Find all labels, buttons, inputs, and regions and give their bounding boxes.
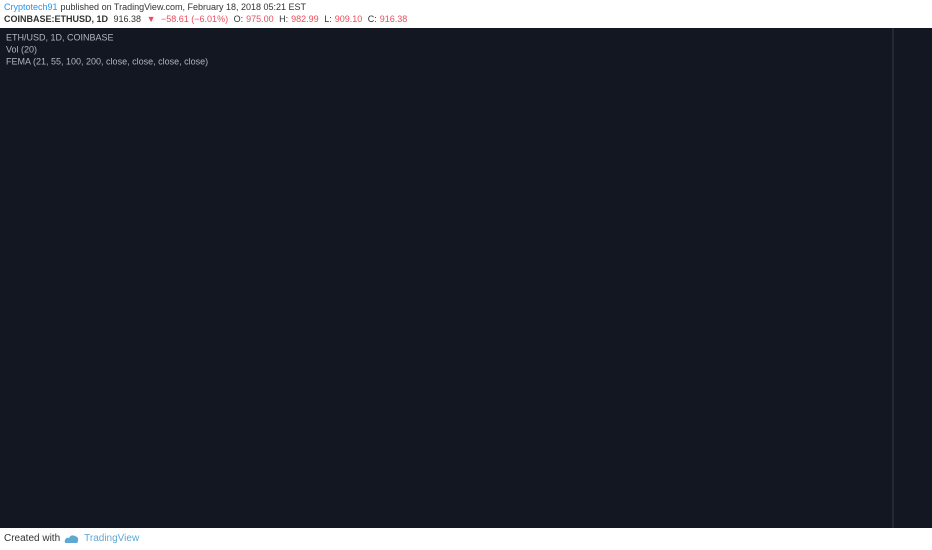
- chart-title: ETH/USD, 1D, COINBASE: [6, 32, 114, 42]
- low: 909.10: [334, 14, 363, 24]
- indicator-label: FEMA (21, 55, 100, 200, close, close, cl…: [6, 56, 208, 66]
- brand[interactable]: TradingView: [84, 533, 140, 544]
- indicator-label: Vol (20): [6, 44, 37, 54]
- header-line: Cryptotech91 published on TradingView.com…: [4, 2, 309, 12]
- label: L:: [324, 14, 332, 24]
- symbol: COINBASE:ETHUSD, 1D: [4, 14, 109, 24]
- logo: [64, 534, 79, 543]
- label: C:: [367, 14, 377, 24]
- footer: Created with TradingView: [4, 533, 139, 544]
- footer-text: Created with: [4, 533, 61, 544]
- open: 975.00: [246, 14, 274, 24]
- last-price: 916.38: [113, 14, 142, 24]
- label: O:: [233, 14, 244, 24]
- chart: ETH/USD, 1D, COINBASE Vol (20) FEMA (21,…: [0, 28, 932, 528]
- author[interactable]: Cryptotech91: [4, 2, 58, 12]
- label: H:: [279, 14, 289, 24]
- chart-background: [0, 28, 932, 528]
- close: 916.38: [379, 14, 408, 24]
- arrow: ▼: [146, 14, 156, 24]
- change: −58.61 (−6.01%): [161, 14, 229, 24]
- high: 982.99: [291, 14, 319, 24]
- published: published on TradingView.com, February 1…: [60, 2, 307, 12]
- header-line: COINBASE:ETHUSD, 1D 916.38 ▼ −58.61 (−6.…: [4, 14, 410, 24]
